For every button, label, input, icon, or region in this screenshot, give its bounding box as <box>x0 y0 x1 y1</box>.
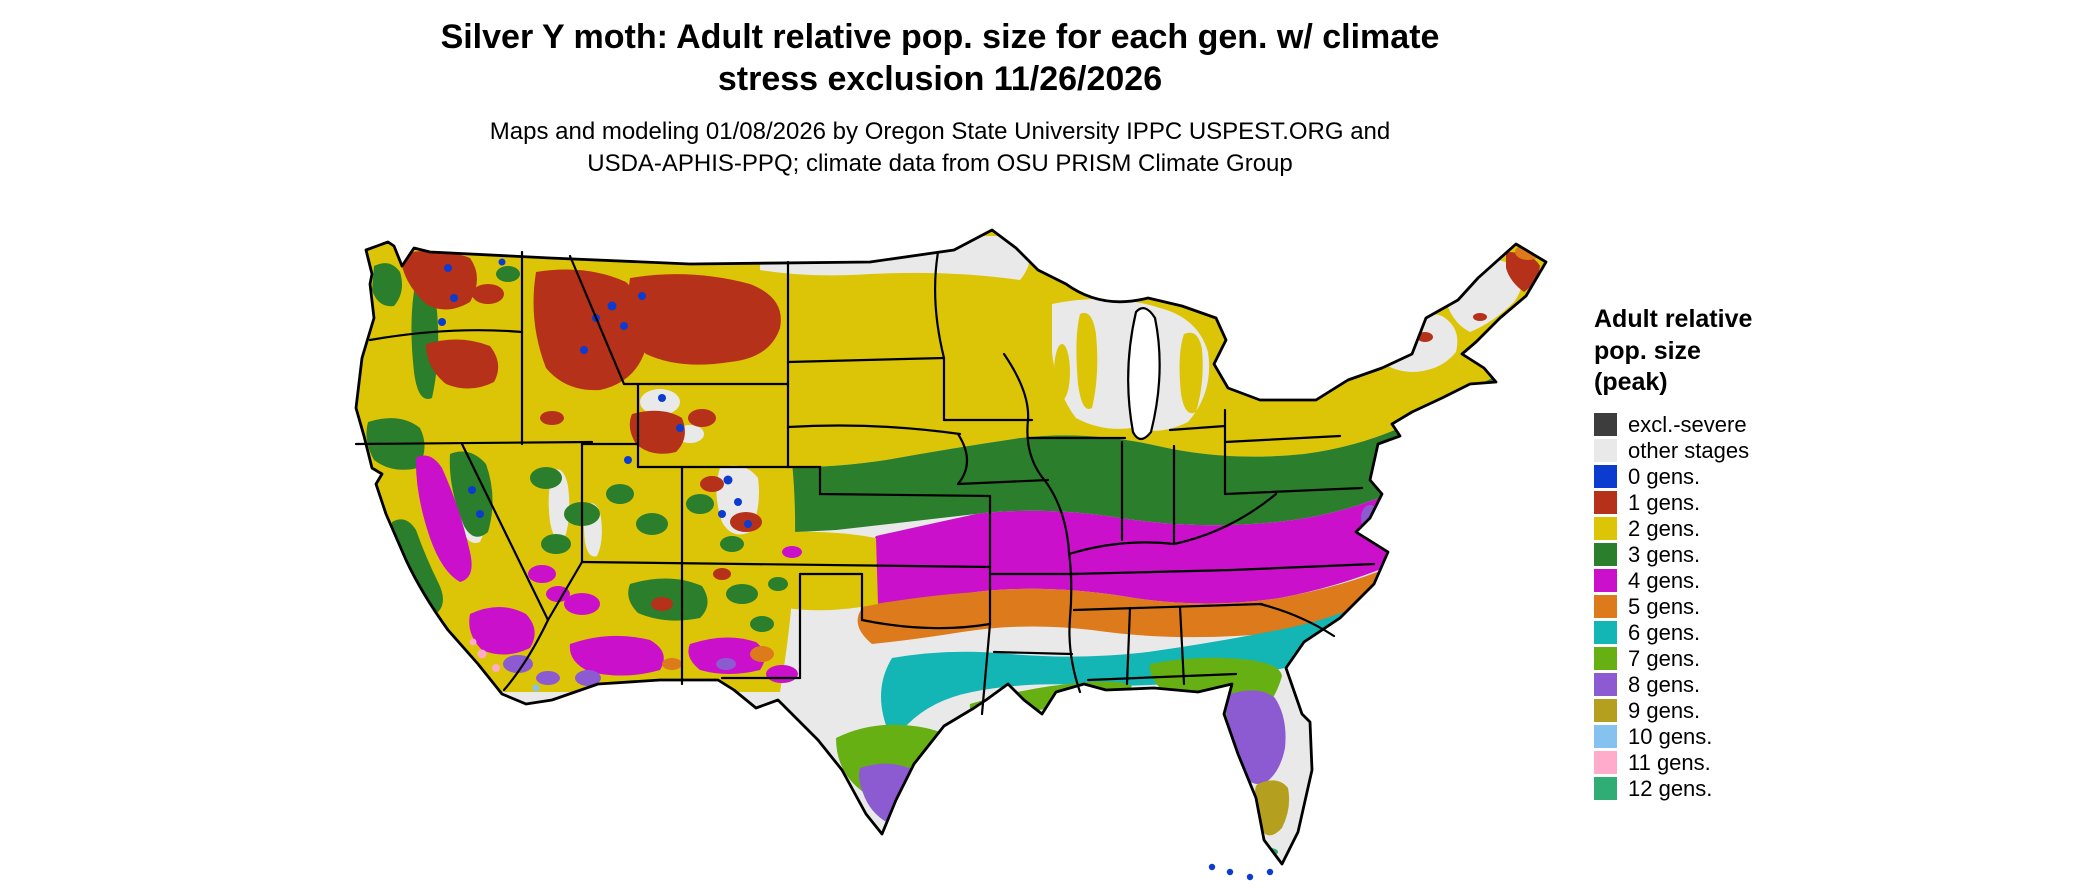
legend-title-line1: Adult relative <box>1594 305 1753 333</box>
legend-item-other: other stages <box>1594 438 1904 464</box>
legend-swatch-g12 <box>1594 777 1617 800</box>
legend-swatch-g3 <box>1594 543 1617 566</box>
legend-item-label: 11 gens. <box>1628 749 1711 775</box>
legend-swatch-g2 <box>1594 517 1617 540</box>
legend-item-g6: 6 gens. <box>1594 620 1904 646</box>
legend-item-label: 4 gens. <box>1628 567 1701 593</box>
legend-item-label: 2 gens. <box>1628 515 1701 541</box>
state-borders <box>354 250 1376 716</box>
subtitle-line2: USDA-APHIS-PPQ; climate data from OSU PR… <box>587 150 1293 178</box>
west-magenta-patches <box>415 455 802 683</box>
legend-item-label: 5 gens. <box>1628 593 1701 619</box>
legend-item-g9: 9 gens. <box>1594 698 1904 724</box>
legend-title-line2: pop. size <box>1594 336 1701 365</box>
legend-swatch-g7 <box>1594 647 1617 670</box>
legend-item-excl: excl.-severe <box>1594 412 1904 438</box>
legend-item-label: 6 gens. <box>1628 619 1701 645</box>
legend-item-g8: 8 gens. <box>1594 672 1904 698</box>
legend-item-g4: 4 gens. <box>1594 568 1904 594</box>
legend-item-g11: 11 gens. <box>1594 750 1904 776</box>
legend-title-line3: (peak) <box>1594 368 1668 396</box>
legend-item-label: 12 gens. <box>1628 775 1713 801</box>
legend-swatch-g11 <box>1594 751 1617 774</box>
florida-keys <box>1208 863 1274 881</box>
legend-item-g7: 7 gens. <box>1594 646 1904 672</box>
legend-item-g5: 5 gens. <box>1594 594 1904 620</box>
subtitle-line1: Maps and modeling 01/08/2026 by Oregon S… <box>489 118 1391 146</box>
legend-item-g10: 10 gens. <box>1594 724 1904 750</box>
legend-item-label: 7 gens. <box>1628 645 1701 671</box>
legend-swatch-other <box>1594 439 1617 462</box>
page-title-line1: Silver Y moth: Adult relative pop. size … <box>440 18 1440 56</box>
legend-swatch-g8 <box>1594 673 1617 696</box>
legend-swatch-g0 <box>1594 465 1617 488</box>
subtitle: Maps and modeling 01/08/2026 by Oregon S… <box>0 116 1880 180</box>
legend-swatch-g10 <box>1594 725 1617 748</box>
legend-items: excl.-severe other stages 0 gens. 1 gens. 2 … <box>1594 412 1904 802</box>
legend-swatch-g9 <box>1594 699 1617 722</box>
legend-swatch-g4 <box>1594 569 1617 592</box>
legend-item-label: 10 gens. <box>1628 723 1713 749</box>
legend-item-label: 1 gens. <box>1628 489 1701 515</box>
legend-item-g2: 2 gens. <box>1594 516 1904 542</box>
mountain-blue-dots <box>438 258 752 528</box>
map-canvas <box>330 222 1560 887</box>
legend-item-g12: 12 gens. <box>1594 776 1904 802</box>
legend-item-label: excl.-severe <box>1628 411 1747 437</box>
header: Silver Y moth: Adult relative pop. size … <box>0 16 1880 181</box>
lake-michigan <box>1127 307 1161 441</box>
legend-item-g0: 0 gens. <box>1594 464 1904 490</box>
legend-swatch-g1 <box>1594 491 1617 514</box>
legend-swatch-g6 <box>1594 621 1617 644</box>
us-map-svg <box>354 228 1548 881</box>
legend-swatch-g5 <box>1594 595 1617 618</box>
map-fill-layers <box>356 230 1546 864</box>
legend-item-g3: 3 gens. <box>1594 542 1904 568</box>
west-green-patches <box>366 263 788 632</box>
west-red-patches <box>400 250 1540 611</box>
us-outline <box>354 228 1548 866</box>
legend-item-label: other stages <box>1628 437 1750 463</box>
legend-item-label: 9 gens. <box>1628 697 1701 723</box>
legend-item-g1: 1 gens. <box>1594 490 1904 516</box>
legend-title: Adult relative pop. size (peak) <box>1594 304 1904 399</box>
legend-item-label: 0 gens. <box>1628 463 1701 489</box>
legend-swatch-excl <box>1594 413 1617 436</box>
page-title-line2: stress exclusion 11/26/2026 <box>717 60 1163 99</box>
legend-item-label: 8 gens. <box>1628 671 1701 697</box>
legend-item-label: 3 gens. <box>1628 541 1701 567</box>
midwest-yellow-streaks <box>1054 312 1203 414</box>
legend: Adult relative pop. size (peak) excl.-se… <box>1594 304 1904 802</box>
